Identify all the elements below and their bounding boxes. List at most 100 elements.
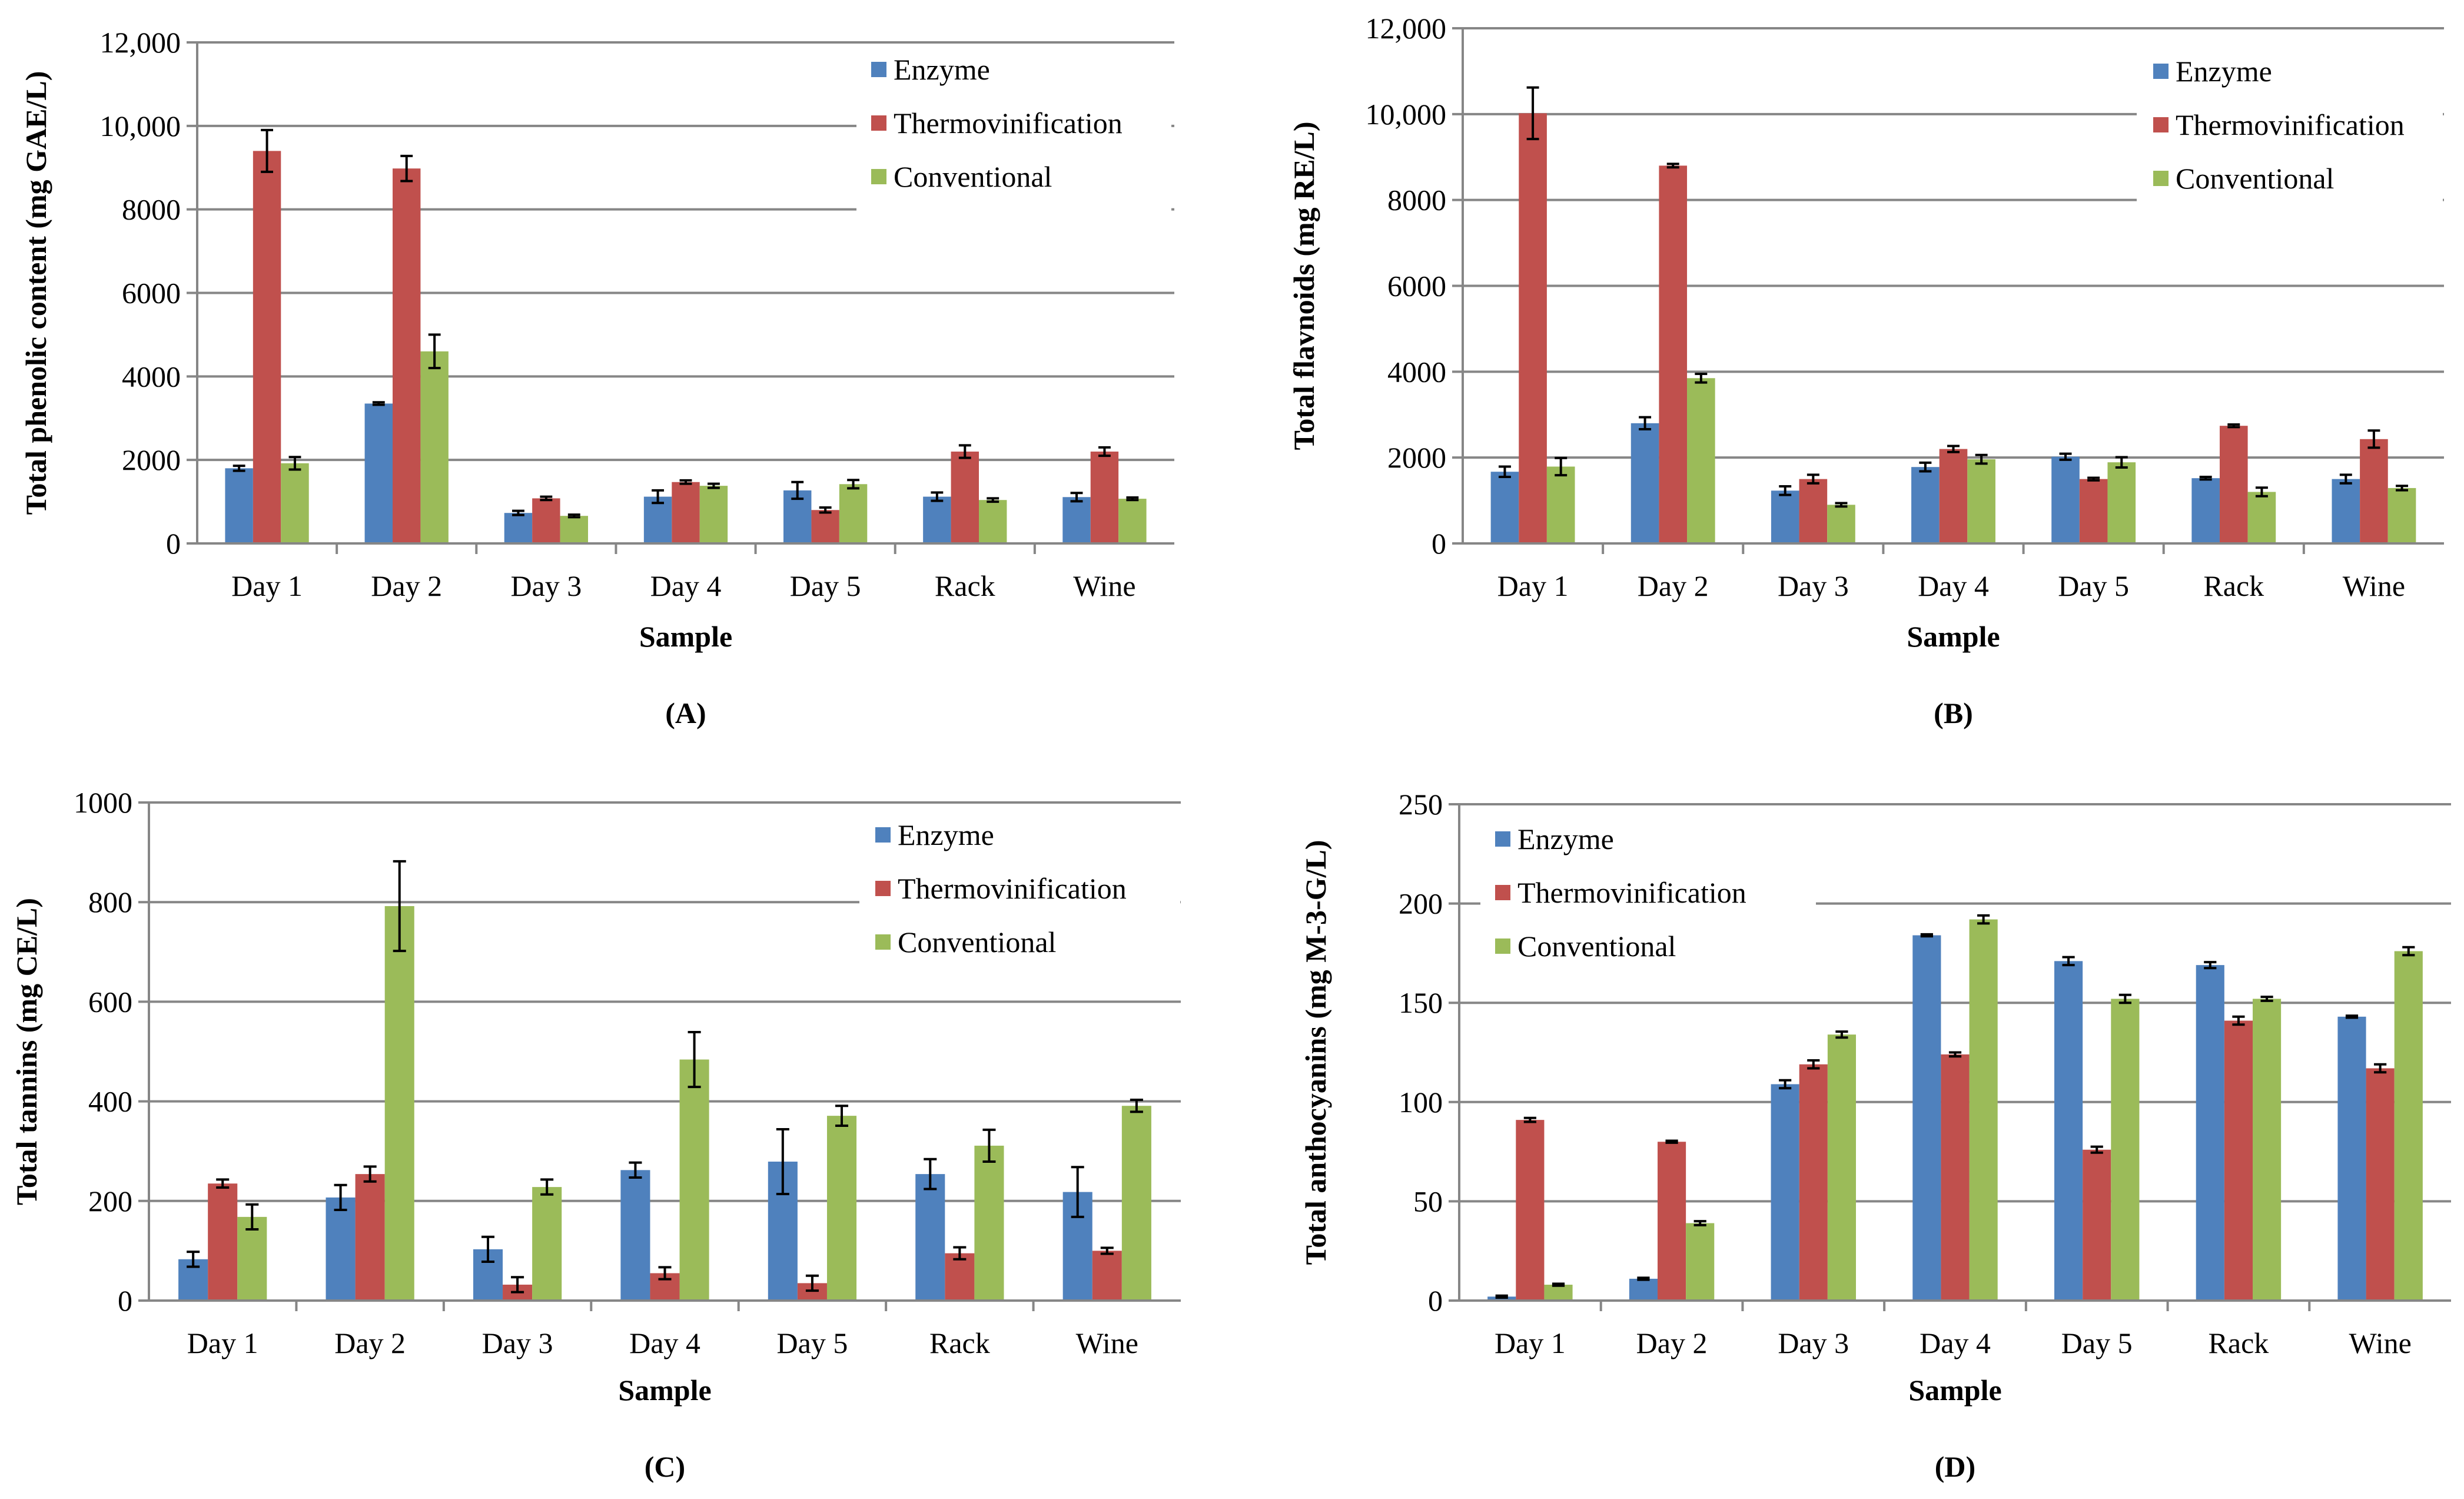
bar-conventional	[2111, 999, 2140, 1301]
chart-panel-2: 0 2000 4000 6000 8000 10,000 12,000 Day 1 Day 2 D…	[1287, 12, 2444, 729]
y-tick-label: 0	[118, 1284, 132, 1317]
bar-thermovinification	[2219, 426, 2248, 543]
x-tick-label: Day 2	[1636, 1326, 1708, 1359]
bar-enzyme	[1771, 490, 1799, 543]
legend-label: Conventional	[898, 926, 1056, 959]
bar-thermovinification	[2366, 1068, 2395, 1301]
y-tick-label: 400	[88, 1085, 132, 1118]
bar-thermovinification	[672, 482, 700, 543]
y-tick-label: 6000	[122, 277, 181, 310]
panel-label: (B)	[1934, 697, 1973, 729]
legend-label: Conventional	[1517, 930, 1676, 963]
bar-conventional	[2107, 462, 2136, 543]
bar-enzyme	[1631, 423, 1659, 543]
bar-thermovinification	[2083, 1149, 2111, 1301]
bar-thermovinification	[1939, 449, 1968, 543]
y-tick-label: 2000	[1387, 441, 1446, 474]
x-tick-label: Day 2	[371, 569, 442, 602]
bar-conventional	[281, 463, 309, 543]
legend-swatch-enzyme	[2153, 64, 2169, 79]
legend-swatch-enzyme	[1495, 831, 1510, 847]
bar-enzyme	[1912, 935, 1941, 1301]
x-tick-label: Wine	[2349, 1326, 2412, 1359]
legend-swatch-conventional	[1495, 938, 1510, 954]
x-tick-label: Rack	[2203, 569, 2264, 602]
bar-conventional	[974, 1145, 1004, 1301]
bar-enzyme	[2191, 478, 2220, 543]
legend-label: Thermovinification	[894, 107, 1123, 140]
legend-background	[1480, 821, 1816, 992]
bar-thermovinification	[1799, 1064, 1828, 1301]
legend-label: Enzyme	[2176, 55, 2272, 88]
bar-thermovinification	[355, 1174, 385, 1301]
legend-background	[2137, 56, 2443, 227]
x-tick-label: Day 3	[1778, 569, 1849, 602]
bar-enzyme	[1629, 1278, 1658, 1301]
y-tick-label: 2000	[122, 443, 181, 476]
legend-swatch-thermovinification	[1495, 885, 1510, 900]
bar-thermovinification	[1659, 165, 1688, 543]
bar-conventional	[420, 351, 449, 543]
bar-thermovinification	[532, 498, 560, 543]
y-axis-title: Total phenolic content (mg GAE/L)	[19, 71, 52, 515]
bar-thermovinification	[393, 168, 421, 543]
panel-label: (C)	[645, 1450, 685, 1483]
x-tick-label: Day 2	[334, 1326, 406, 1359]
x-tick-label: Wine	[1076, 1326, 1138, 1359]
bar-enzyme	[643, 496, 672, 543]
legend-label: Conventional	[894, 160, 1052, 193]
bar-enzyme	[1911, 467, 1940, 543]
bar-enzyme	[364, 403, 393, 543]
y-tick-label: 0	[166, 527, 181, 560]
bar-conventional	[1827, 1034, 1856, 1301]
bar-thermovinification	[1658, 1142, 1686, 1301]
x-tick-label: Day 5	[2058, 569, 2129, 602]
legend-label: Thermovinification	[898, 872, 1127, 905]
x-tick-label: Wine	[2343, 569, 2405, 602]
x-axis-title: Sample	[618, 1374, 711, 1407]
bar-enzyme	[1490, 472, 1519, 543]
bar-thermovinification	[1799, 479, 1828, 543]
y-tick-label: 250	[1399, 788, 1443, 821]
y-tick-label: 100	[1399, 1086, 1443, 1119]
legend-swatch-conventional	[2153, 171, 2169, 186]
legend-label: Enzyme	[894, 53, 990, 86]
bar-conventional	[979, 500, 1007, 543]
bar-thermovinification	[1519, 113, 1547, 543]
bar-conventional	[1121, 1106, 1151, 1301]
bar-conventional	[532, 1187, 562, 1301]
bar-conventional	[1969, 919, 1998, 1301]
y-tick-label: 6000	[1387, 270, 1446, 303]
x-axis-title: Sample	[1907, 620, 2000, 653]
y-tick-label: 8000	[1387, 184, 1446, 217]
x-axis-title: Sample	[639, 620, 732, 653]
y-tick-label: 0	[1432, 527, 1446, 560]
bar-conventional	[1546, 466, 1575, 543]
panel-label: (A)	[665, 697, 706, 729]
y-axis-title: Total tannins (mg CE/L)	[10, 898, 43, 1205]
bar-conventional	[1687, 378, 1715, 543]
y-tick-label: 4000	[122, 360, 181, 393]
x-tick-label: Day 2	[1638, 569, 1709, 602]
bar-thermovinification	[253, 151, 281, 544]
x-tick-label: Day 1	[1497, 569, 1569, 602]
legend-swatch-thermovinification	[871, 115, 886, 131]
x-tick-label: Day 3	[1778, 1326, 1849, 1359]
y-tick-label: 12,000	[1366, 12, 1447, 45]
bar-conventional	[560, 516, 588, 543]
bar-thermovinification	[208, 1183, 238, 1301]
x-tick-label: Day 4	[650, 569, 722, 602]
legend-swatch-enzyme	[871, 62, 886, 77]
legend-swatch-thermovinification	[875, 881, 891, 896]
y-tick-label: 10,000	[1366, 98, 1447, 131]
bar-thermovinification	[1516, 1120, 1545, 1301]
bar-enzyme	[225, 468, 253, 543]
y-tick-label: 200	[88, 1185, 132, 1218]
y-tick-label: 200	[1399, 887, 1443, 920]
legend-background	[859, 818, 1180, 989]
bar-enzyme	[620, 1170, 650, 1301]
x-tick-label: Day 3	[510, 569, 582, 602]
y-axis-title: Total anthocyanins (mg M-3-G/L)	[1299, 840, 1332, 1265]
x-tick-label: Day 3	[482, 1326, 553, 1359]
